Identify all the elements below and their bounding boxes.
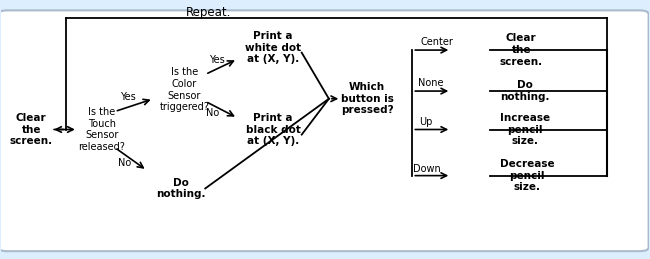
Text: Up: Up	[419, 117, 432, 127]
Text: Center: Center	[421, 37, 454, 47]
Text: Repeat.: Repeat.	[186, 6, 231, 19]
Text: Decrease
pencil
size.: Decrease pencil size.	[500, 159, 554, 192]
Text: Clear
the
screen.: Clear the screen.	[500, 33, 543, 67]
Text: No: No	[118, 158, 131, 168]
Text: Yes: Yes	[120, 92, 135, 103]
Text: Print a
black dot
at (X, Y).: Print a black dot at (X, Y).	[246, 113, 301, 146]
Text: Clear
the
screen.: Clear the screen.	[10, 113, 53, 146]
Text: Down: Down	[413, 164, 441, 174]
Text: None: None	[418, 78, 443, 88]
Text: No: No	[207, 108, 220, 118]
Text: Is the
Color
Sensor
triggered?: Is the Color Sensor triggered?	[160, 67, 209, 112]
Text: Do
nothing.: Do nothing.	[500, 80, 549, 102]
Text: Is the
Touch
Sensor
released?: Is the Touch Sensor released?	[78, 107, 125, 152]
Text: Print a
white dot
at (X, Y).: Print a white dot at (X, Y).	[245, 31, 302, 64]
Text: Increase
pencil
size.: Increase pencil size.	[500, 113, 550, 146]
Text: Do
nothing.: Do nothing.	[156, 178, 205, 199]
Text: Yes: Yes	[209, 55, 225, 65]
Text: Which
button is
pressed?: Which button is pressed?	[341, 82, 393, 115]
FancyBboxPatch shape	[0, 10, 649, 251]
